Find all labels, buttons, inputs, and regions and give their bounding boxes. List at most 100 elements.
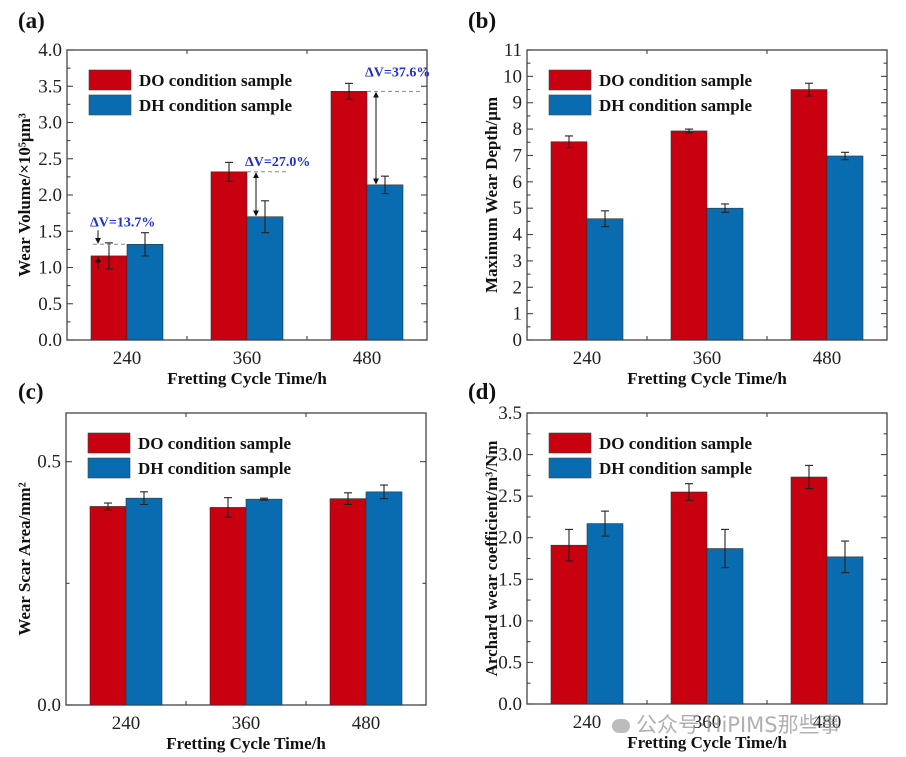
bar-dh bbox=[125, 497, 163, 706]
panel-label: (c) bbox=[18, 379, 44, 404]
x-tick-label: 360 bbox=[693, 712, 722, 733]
bar-dh bbox=[826, 155, 864, 341]
legend-label-dh: DH condition sample bbox=[599, 96, 752, 115]
panel-a: (a) 0.0 0.5 1.0 1.5 2.0 2.5 3.0 3.5 4.0 240 360 480 F… bbox=[15, 8, 430, 388]
wechat-icon bbox=[612, 719, 630, 733]
watermark: 公众号·HiPIMS那些事 bbox=[612, 709, 841, 739]
panel-c: (c) 0.0 0.5 240 360 480 Fretting Cycle Time/h W… bbox=[15, 379, 427, 753]
y-tick-label: 1 bbox=[513, 304, 523, 325]
panel-label: (a) bbox=[18, 8, 45, 33]
y-tick-label: 1.0 bbox=[498, 611, 522, 632]
bar-do bbox=[89, 506, 127, 706]
legend-swatch-dh bbox=[88, 94, 132, 116]
legend-swatch-do bbox=[88, 69, 132, 91]
bar-do bbox=[90, 255, 128, 341]
x-tick-label: 360 bbox=[232, 713, 261, 734]
panel-label: (b) bbox=[468, 8, 496, 33]
y-tick-label: 2 bbox=[513, 277, 523, 298]
y-axis-label: Wear Scar Area/mm² bbox=[15, 482, 34, 635]
x-tick-label: 240 bbox=[112, 713, 141, 734]
panel-b: (b) 0 1 2 3 4 5 6 7 8 9 10 11 240 360 480 Fretting Cycle… bbox=[468, 8, 888, 388]
y-tick-label: 3 bbox=[513, 251, 523, 272]
legend-swatch-dh bbox=[548, 457, 592, 479]
y-tick-label: 0.0 bbox=[38, 330, 62, 351]
bar-dh bbox=[706, 548, 744, 705]
bar-dh bbox=[245, 498, 283, 706]
legend-label-do: DO condition sample bbox=[599, 71, 752, 90]
watermark-text: 公众号·HiPIMS那些事 bbox=[636, 713, 841, 737]
bar-do bbox=[330, 91, 368, 341]
legend-swatch-dh bbox=[548, 94, 592, 116]
y-tick-label: 7 bbox=[513, 145, 523, 166]
y-tick-label: 9 bbox=[513, 93, 523, 114]
y-tick-label: 0 bbox=[513, 330, 523, 351]
legend-swatch-do bbox=[548, 432, 592, 454]
bar-do bbox=[670, 491, 708, 705]
y-tick-label: 0.5 bbox=[498, 652, 522, 673]
legend-label-do: DO condition sample bbox=[139, 71, 292, 90]
y-tick-label: 5 bbox=[513, 198, 523, 219]
y-tick-label: 1.5 bbox=[38, 221, 62, 242]
legend-label-do: DO condition sample bbox=[599, 434, 752, 453]
panel-d: (d) 0.0 0.5 1.0 1.5 2.0 2.5 3.0 3.5 240 360 480 Fret… bbox=[468, 379, 888, 752]
y-tick-label: 3.0 bbox=[498, 445, 522, 466]
x-axis-label: Fretting Cycle Time/h bbox=[627, 369, 787, 388]
legend-swatch-dh bbox=[87, 457, 131, 479]
y-tick-label: 2.0 bbox=[38, 185, 62, 206]
y-tick-label: 10 bbox=[503, 66, 522, 87]
x-tick-label: 240 bbox=[113, 348, 142, 369]
legend-label-do: DO condition sample bbox=[138, 434, 291, 453]
x-tick-label: 480 bbox=[813, 712, 842, 733]
bar-dh bbox=[706, 207, 744, 341]
x-axis-label: Fretting Cycle Time/h bbox=[167, 369, 327, 388]
x-axis-label: Fretting Cycle Time/h bbox=[166, 734, 326, 753]
y-axis-label: Archard wear coefficient/m³/Nm bbox=[482, 441, 501, 677]
y-tick-label: 11 bbox=[504, 40, 522, 61]
y-tick-label: 2.5 bbox=[38, 149, 62, 170]
y-tick-label: 4.0 bbox=[38, 40, 62, 61]
bar-do bbox=[670, 130, 708, 341]
y-tick-label: 0.0 bbox=[37, 695, 61, 716]
delta-annotation: ΔV=13.7% bbox=[90, 215, 155, 230]
bar-do bbox=[210, 171, 248, 341]
y-tick-label: 2.0 bbox=[498, 528, 522, 549]
x-axis-label: Fretting Cycle Time/h bbox=[627, 733, 787, 752]
bar-dh bbox=[826, 556, 864, 705]
legend-label-dh: DH condition sample bbox=[139, 96, 292, 115]
y-axis-label: Wear Volume/×10⁵μm³ bbox=[15, 113, 34, 277]
x-tick-label: 480 bbox=[813, 348, 842, 369]
legend-label-dh: DH condition sample bbox=[138, 459, 291, 478]
x-tick-label: 240 bbox=[573, 712, 602, 733]
y-tick-label: 8 bbox=[513, 119, 523, 140]
bar-do bbox=[209, 507, 247, 706]
y-tick-label: 0.5 bbox=[37, 452, 61, 473]
legend-swatch-do bbox=[87, 432, 131, 454]
y-tick-label: 1.0 bbox=[38, 258, 62, 279]
bar-dh bbox=[126, 244, 164, 341]
delta-annotation: ΔV=27.0% bbox=[245, 155, 310, 170]
bar-do bbox=[790, 89, 828, 341]
bar-dh bbox=[366, 184, 404, 341]
y-tick-label: 3.5 bbox=[498, 403, 522, 424]
y-tick-label: 2.5 bbox=[498, 486, 522, 507]
bar-do bbox=[550, 141, 588, 341]
legend-swatch-do bbox=[548, 69, 592, 91]
bar-dh bbox=[586, 218, 624, 341]
y-tick-label: 0.0 bbox=[498, 694, 522, 715]
x-tick-label: 360 bbox=[233, 348, 262, 369]
y-tick-label: 4 bbox=[513, 225, 523, 246]
delta-annotation: ΔV=37.6% bbox=[365, 65, 430, 80]
bar-dh bbox=[246, 216, 284, 341]
y-tick-label: 3.5 bbox=[38, 76, 62, 97]
bar-do bbox=[790, 476, 828, 705]
x-tick-label: 240 bbox=[573, 348, 602, 369]
y-tick-label: 1.5 bbox=[498, 569, 522, 590]
y-tick-label: 6 bbox=[513, 172, 523, 193]
panel-label: (d) bbox=[468, 379, 496, 404]
bar-do bbox=[329, 498, 367, 706]
y-axis-label: Maximum Wear Depth/μm bbox=[482, 97, 501, 293]
bar-dh bbox=[365, 491, 403, 706]
x-tick-label: 360 bbox=[693, 348, 722, 369]
x-tick-label: 480 bbox=[352, 713, 381, 734]
